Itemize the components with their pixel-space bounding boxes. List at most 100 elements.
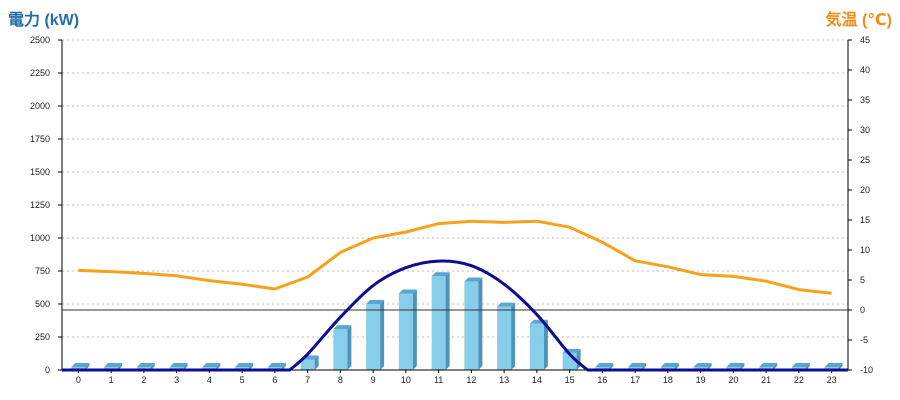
power-curve [62,259,848,372]
bar [529,323,544,370]
x-tick-label: 3 [174,375,179,385]
bar-top [431,272,450,277]
bar-side [773,363,778,370]
left-tick-label: 750 [35,266,50,276]
right-tick-label: 25 [860,155,870,165]
left-tick-label: 2250 [30,68,50,78]
x-tick-label: 2 [141,375,146,385]
bar [366,304,381,370]
bar-side [314,355,319,370]
x-tick-label: 15 [565,375,575,385]
bar-top [267,363,286,367]
right-tick-label: -5 [860,335,868,345]
bar-top [464,277,483,282]
x-tick-label: 6 [272,375,277,385]
bar-top [726,363,745,367]
bar [300,359,315,370]
left-tick-label: 0 [45,365,50,375]
x-tick-label: 4 [207,375,212,385]
bar-top [595,363,614,367]
x-tick-label: 22 [794,375,804,385]
x-tick-label: 5 [240,375,245,385]
bar-top [235,363,254,367]
x-tick-label: 0 [76,375,81,385]
left-tick-label: 2000 [30,101,50,111]
bar-side [347,325,352,370]
temperature-line [78,219,832,295]
left-tick-label: 1000 [30,233,50,243]
bar-side [674,363,679,370]
bar-side [478,277,483,370]
x-tick-label: 16 [597,375,607,385]
x-tick-label: 13 [499,375,509,385]
right-tick-label: 40 [860,65,870,75]
bar-side [805,363,810,370]
x-tick-label: 10 [401,375,411,385]
left-tick-label: 500 [35,299,50,309]
x-tick-label: 9 [371,375,376,385]
right-tick-label: 0 [860,305,865,315]
bar-side [511,302,516,370]
bar-side [445,272,450,370]
bar-top [759,363,778,367]
x-tick-label: 1 [109,375,114,385]
bar-side [740,363,745,370]
bar [497,306,512,370]
bar-side [249,363,254,370]
bar-side [412,289,417,370]
bar [464,281,479,370]
x-tick-label: 23 [827,375,837,385]
x-tick-label: 17 [630,375,640,385]
bar-top [824,363,843,367]
x-tick-label: 21 [761,375,771,385]
line-series [62,219,848,372]
right-tick-label: 20 [860,185,870,195]
tick-labels: 02505007501000125015001750200022502500-1… [30,35,873,385]
right-axis-title: 気温 (℃) [825,12,892,29]
right-tick-label: 5 [860,275,865,285]
bar [333,329,348,370]
x-tick-label: 19 [696,375,706,385]
axes [58,39,852,373]
bar-top [693,363,712,367]
bar-top [660,363,679,367]
bar-top [333,325,352,330]
bar-top [71,363,90,367]
bar-side [838,363,843,370]
right-tick-label: 45 [860,35,870,45]
bar-top [202,363,221,367]
x-tick-label: 20 [728,375,738,385]
bar [431,276,446,370]
left-axis-title: 電力 (kW) [8,12,80,29]
bar-side [216,363,221,370]
bar-series [71,272,843,370]
left-tick-label: 1500 [30,167,50,177]
x-tick-label: 7 [305,375,310,385]
bar-top [136,363,155,367]
bar-side [543,319,548,370]
bar-top [366,300,385,304]
bar-side [642,363,647,370]
left-tick-label: 1250 [30,200,50,210]
grid-lines [62,39,848,338]
x-tick-label: 8 [338,375,343,385]
x-tick-label: 18 [663,375,673,385]
right-tick-label: 15 [860,215,870,225]
x-tick-label: 12 [466,375,476,385]
bar-top [398,289,417,294]
bar-side [609,363,614,370]
right-tick-label: 30 [860,125,870,135]
bar-side [281,363,286,370]
bar [398,293,413,370]
right-tick-label: 10 [860,245,870,255]
left-tick-label: 2500 [30,35,50,45]
right-tick-label: -10 [860,365,873,375]
bar-top [791,363,810,367]
bar-side [183,363,188,370]
right-tick-label: 35 [860,95,870,105]
bar-top [497,302,516,307]
bar-top [104,363,123,367]
left-tick-label: 1750 [30,134,50,144]
bar-side [707,363,712,370]
